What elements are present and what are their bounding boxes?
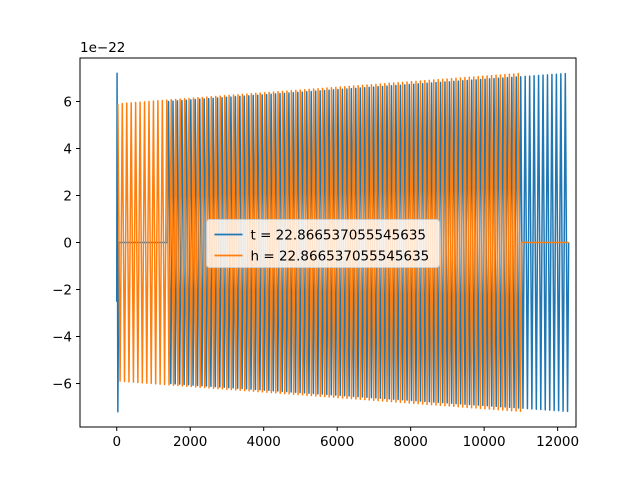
- legend-box: [206, 219, 440, 268]
- x-tick-label: 10000: [463, 434, 506, 450]
- y-offset-text: 1e−22: [80, 40, 125, 56]
- y-tick-label: 4: [63, 141, 72, 157]
- y-axis: −6 −4 −2 0 2 4 6: [52, 94, 80, 393]
- x-tick-label: 0: [112, 434, 121, 450]
- x-tick-label: 12000: [536, 434, 579, 450]
- x-axis: 0 2000 4000 6000 8000 10000 12000: [112, 427, 579, 450]
- legend[interactable]: t = 22.866537055545635 h = 22.86653705554…: [206, 219, 440, 268]
- legend-label-1: h = 22.866537055545635: [251, 249, 430, 265]
- y-tick-label: −4: [52, 330, 72, 346]
- y-tick-label: 2: [63, 188, 72, 204]
- x-tick-label: 4000: [247, 434, 281, 450]
- y-tick-label: 6: [63, 94, 72, 110]
- y-tick-label: 0: [63, 236, 72, 252]
- y-tick-label: −6: [52, 377, 72, 393]
- x-tick-label: 8000: [393, 434, 427, 450]
- x-tick-label: 6000: [320, 434, 354, 450]
- legend-label-0: t = 22.866537055545635: [251, 228, 427, 244]
- y-tick-label: −2: [52, 283, 72, 299]
- x-tick-label: 2000: [173, 434, 207, 450]
